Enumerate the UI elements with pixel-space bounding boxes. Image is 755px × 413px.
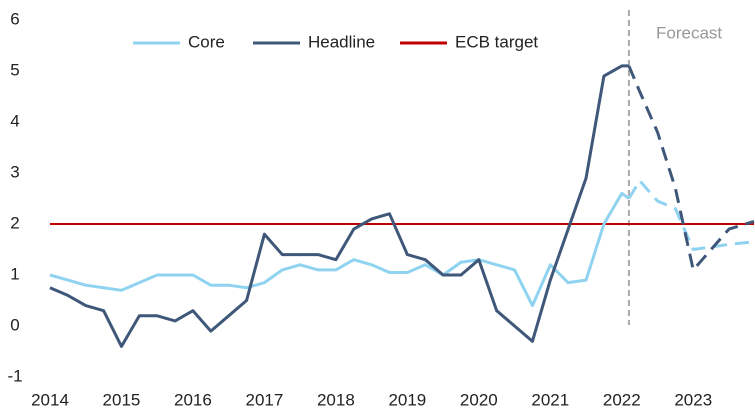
legend-label: ECB target	[455, 32, 538, 51]
x-tick-label: 2016	[174, 390, 212, 409]
forecast-series-line	[627, 65, 755, 272]
x-tick-label: 2017	[246, 390, 284, 409]
x-tick-label: 2023	[674, 390, 712, 409]
y-tick-label: 3	[10, 162, 19, 181]
forecast-series-line	[627, 179, 755, 251]
y-tick-label: 1	[10, 264, 19, 283]
legend-label: Headline	[308, 32, 375, 51]
y-tick-label: 2	[10, 213, 19, 232]
forecast-label: Forecast	[656, 23, 722, 42]
x-tick-label: 2018	[317, 390, 355, 409]
y-tick-label: -1	[7, 366, 22, 385]
y-tick-label: 5	[10, 60, 19, 79]
y-tick-label: 6	[10, 9, 19, 28]
x-tick-label: 2014	[31, 390, 69, 409]
legend-label: Core	[188, 32, 225, 51]
x-tick-label: 2019	[388, 390, 426, 409]
x-tick-label: 2021	[531, 390, 569, 409]
series-line	[49, 64, 629, 348]
x-tick-label: 2015	[103, 390, 141, 409]
series-line	[49, 191, 630, 308]
y-tick-label: 0	[10, 315, 19, 334]
x-tick-label: 2020	[460, 390, 498, 409]
y-tick-label: 4	[10, 111, 19, 130]
x-tick-label: 2022	[603, 390, 641, 409]
